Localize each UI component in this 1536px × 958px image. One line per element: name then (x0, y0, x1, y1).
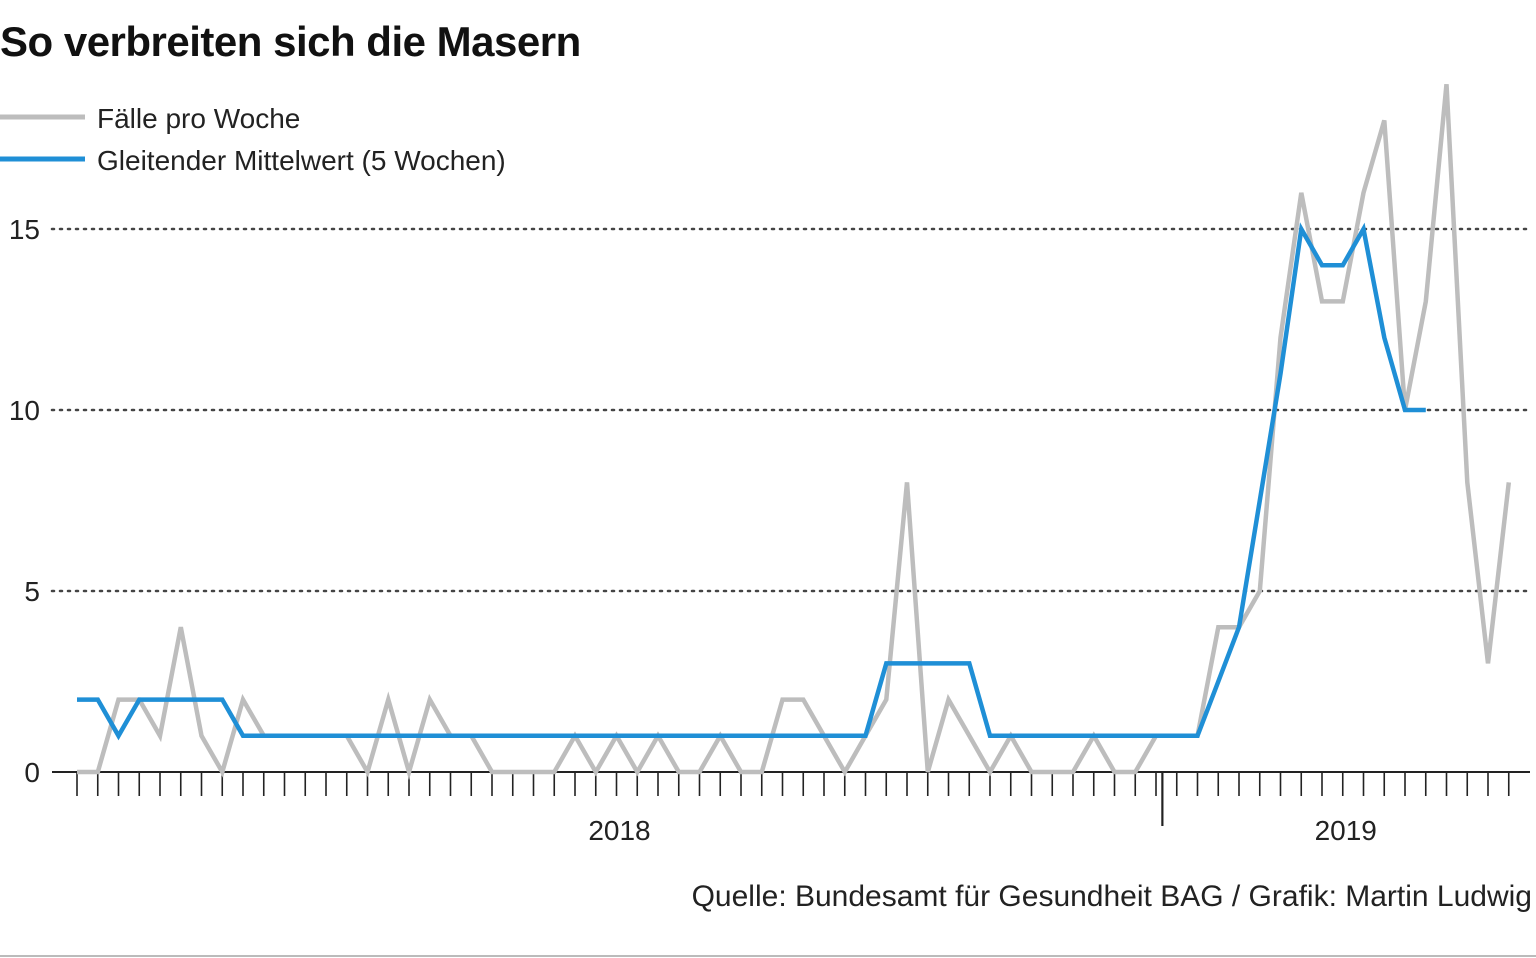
x-year-label-2018: 2018 (588, 815, 650, 846)
y-axis-ticks: 0 5 10 15 (9, 214, 40, 788)
y-tick-label-15: 15 (9, 214, 40, 245)
chart-title: So verbreiten sich die Masern (0, 18, 581, 65)
series-lines (77, 83, 1512, 781)
legend-label-weekly: Fälle pro Woche (97, 103, 300, 134)
source-credit: Quelle: Bundesamt für Gesundheit BAG / G… (691, 880, 1532, 913)
series-line-moving-average (77, 222, 1426, 741)
y-tick-label-5: 5 (24, 576, 40, 607)
x-axis-year-labels: 2018 2019 (588, 815, 1377, 846)
x-year-label-2019: 2019 (1315, 815, 1377, 846)
x-axis (52, 771, 1530, 826)
bottom-divider (0, 955, 1536, 957)
y-tick-label-0: 0 (24, 757, 40, 788)
legend-label-average: Gleitender Mittelwert (5 Wochen) (97, 145, 506, 176)
series-line-weekly-cases (77, 83, 1512, 781)
y-tick-label-10: 10 (9, 395, 40, 426)
legend: Fälle pro Woche Gleitender Mittelwert (5… (0, 103, 506, 176)
gridlines (50, 227, 1532, 593)
